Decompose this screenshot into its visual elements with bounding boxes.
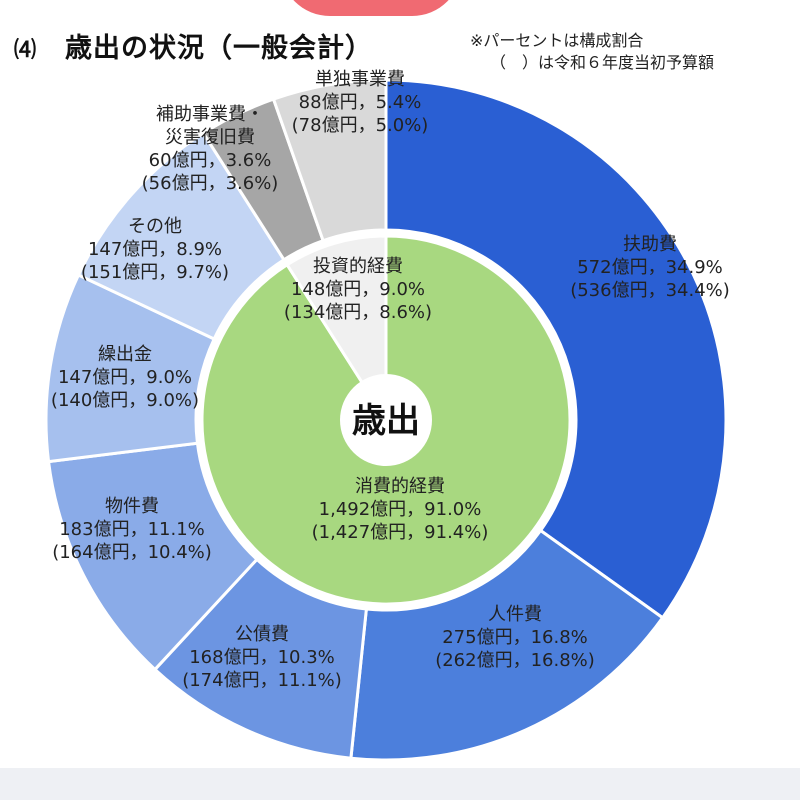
outer-label-previous: (56億円，3.6%) [142, 173, 279, 194]
outer-slice-2 [349, 528, 665, 762]
inner-slice-2 [285, 234, 388, 426]
outer-label-name: 繰出金 [98, 344, 152, 365]
inner-label-name: 消費的経費 [355, 476, 445, 497]
inner-label-value: 148億円，9.0% [291, 279, 425, 300]
outer-label-name: 補助事業費・ [156, 104, 264, 125]
section-number: ⑷ [14, 38, 38, 63]
outer-slice-8 [271, 78, 388, 243]
outer-label-name: 扶助費 [623, 234, 677, 255]
outer-label-previous: (140億円，9.0%) [51, 390, 199, 411]
center-hole [340, 374, 432, 466]
legend-note: ※パーセントは構成割合 （ ）は令和６年度当初予算額 [470, 30, 714, 74]
outer-slice-1 [384, 78, 728, 620]
outer-label-previous: (262億円，16.8%) [435, 650, 595, 671]
outer-label-value: 168億円，10.3% [189, 647, 335, 668]
page-title: 歳出の状況（一般会計） [65, 33, 374, 64]
outer-label-value: 60億円，3.6% [149, 150, 272, 171]
inner-label-name: 投資的経費 [313, 256, 403, 277]
outer-label-previous: (174億円，11.1%) [182, 670, 342, 691]
outer-label-name: 物件費 [105, 496, 159, 517]
inner-label-previous: (134億円，8.6%) [284, 302, 432, 323]
outer-label-name: 人件費 [488, 604, 542, 625]
note-percent: ※パーセントは構成割合 [470, 31, 644, 50]
outer-label-value: 572億円，34.9% [577, 257, 723, 278]
outer-label-value: 183億円，11.1% [59, 519, 205, 540]
center-label: 歳出 [352, 401, 420, 441]
outer-label-previous: (78億円，5.0%) [292, 115, 429, 136]
outer-label-value: 88億円，5.4% [299, 92, 422, 113]
bottom-bar [0, 768, 800, 800]
outer-label-previous: (536億円，34.4%) [570, 280, 730, 301]
outer-label-previous: (151億円，9.7%) [81, 262, 229, 283]
outer-label-name: その他 [128, 216, 182, 237]
outer-label-name: 単独事業費 [315, 69, 405, 90]
outer-label-name: 公債費 [235, 624, 289, 645]
outer-label-value: 275億円，16.8% [442, 627, 588, 648]
inner-label-value: 1,492億円，91.0% [319, 499, 482, 520]
outer-label-value: 147億円，9.0% [58, 367, 192, 388]
outer-label-name: 災害復旧費 [165, 127, 255, 148]
outer-label-value: 147億円，8.9% [88, 239, 222, 260]
note-previous-budget: （ ）は令和６年度当初予算額 [490, 53, 715, 72]
inner-label-previous: (1,427億円，91.4%) [312, 522, 489, 543]
outer-label-previous: (164億円，10.4%) [52, 542, 212, 563]
page-heading: ⑷ 歳出の状況（一般会計） [14, 26, 373, 65]
decorative-top-arc [280, 0, 462, 16]
